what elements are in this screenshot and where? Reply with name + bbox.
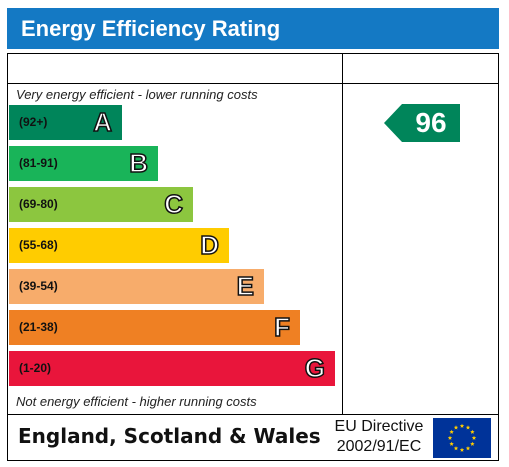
eu-star-icon xyxy=(471,435,477,440)
header-bar: Energy Efficiency Rating xyxy=(7,8,499,49)
eu-star-icon xyxy=(465,425,471,430)
current-rating-value: 96 xyxy=(415,107,447,138)
footer-divider xyxy=(7,414,499,415)
eu-star-icon xyxy=(459,423,465,428)
band-letter: C xyxy=(163,188,183,220)
eu-star-icon xyxy=(470,441,475,446)
eu-directive-label: EU Directive xyxy=(334,418,424,435)
rating-band-g: (1-20) G xyxy=(9,351,335,386)
rating-band-e: (39-54) E xyxy=(9,269,264,304)
rating-band-d: (55-68) D xyxy=(9,228,229,263)
eu-star-icon xyxy=(453,446,459,451)
band-letter: D xyxy=(199,229,219,261)
band-range-label: (81-91) xyxy=(19,156,58,170)
eu-star-icon xyxy=(447,435,453,440)
rating-frame xyxy=(7,53,499,461)
eu-star-icon xyxy=(470,429,475,434)
column-divider xyxy=(342,53,343,415)
band-range-label: (1-20) xyxy=(19,361,52,375)
eu-star-icon xyxy=(449,429,454,434)
rating-band-b: (81-91) B xyxy=(9,146,158,181)
eu-star-icon xyxy=(459,447,465,452)
eu-flag-icon xyxy=(433,418,491,458)
current-rating-pointer: 96 xyxy=(384,104,460,142)
band-letter: A xyxy=(92,106,112,138)
rating-band-a: (92+) A xyxy=(9,105,122,140)
band-range-label: (55-68) xyxy=(19,238,58,252)
chart-title: Energy Efficiency Rating xyxy=(21,16,281,41)
header-row-divider xyxy=(7,83,499,84)
band-range-label: (69-80) xyxy=(19,197,58,211)
eu-directive-code: 2002/91/EC xyxy=(336,438,422,455)
band-letter: E xyxy=(236,270,255,302)
band-range-label: (21-38) xyxy=(19,320,58,334)
eu-star-icon xyxy=(465,446,471,451)
band-range-label: (39-54) xyxy=(19,279,58,293)
rating-band-c: (69-80) C xyxy=(9,187,193,222)
band-letter: B xyxy=(128,147,148,179)
band-letter: F xyxy=(273,311,290,343)
band-letter: G xyxy=(304,352,326,384)
bottom-caption: Not energy efficient - higher running co… xyxy=(16,394,257,409)
region-label: England, Scotland & Wales xyxy=(18,424,321,448)
eu-star-icon xyxy=(453,425,459,430)
top-caption: Very energy efficient - lower running co… xyxy=(16,87,258,102)
eu-star-icon xyxy=(449,441,454,446)
band-range-label: (92+) xyxy=(19,115,48,129)
rating-band-f: (21-38) F xyxy=(9,310,300,345)
